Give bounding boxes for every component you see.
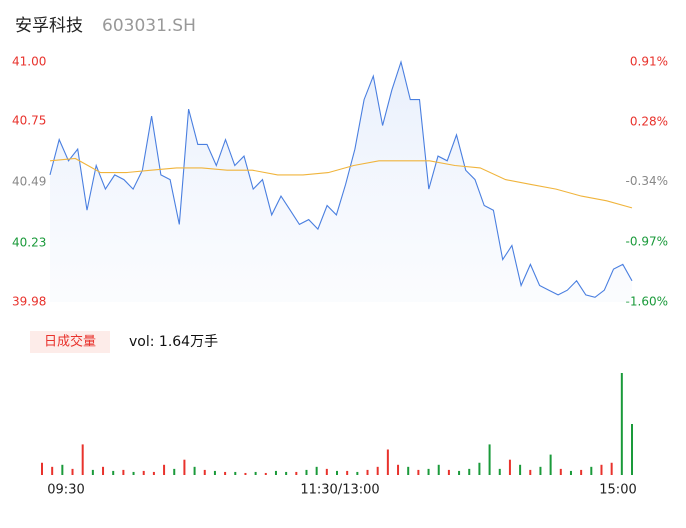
volume-bar <box>580 469 583 475</box>
volume-bar <box>407 466 410 475</box>
volume-bar <box>336 470 338 475</box>
volume-bar <box>519 464 522 475</box>
y2-tick-label: -0.34% <box>626 174 668 188</box>
volume-bar <box>325 468 328 475</box>
volume-bar <box>376 466 379 475</box>
x-tick-label: 09:30 <box>47 483 84 498</box>
volume-bar <box>183 459 186 475</box>
average-line <box>49 157 633 209</box>
volume-bar <box>112 470 115 475</box>
volume-bar <box>305 469 308 475</box>
volume-bar <box>244 472 247 475</box>
y2-tick-label: 0.91% <box>630 55 668 69</box>
volume-bar <box>437 464 440 475</box>
volume-bar <box>488 444 491 475</box>
volume-bar <box>152 471 155 475</box>
x-tick-label: 11:30/13:00 <box>300 483 379 498</box>
volume-bar <box>193 466 196 475</box>
volume-badge <box>30 331 110 353</box>
volume-bar <box>203 469 206 475</box>
volume-bar <box>71 468 74 475</box>
volume-bar <box>539 466 542 475</box>
volume-bar <box>264 472 267 475</box>
volume-bar <box>529 469 532 475</box>
volume-bar <box>356 471 359 475</box>
volume-bar <box>366 469 369 475</box>
y-tick-label: 39.98 <box>12 295 46 309</box>
volume-bar <box>122 469 125 475</box>
volume-bar <box>142 470 145 475</box>
y2-tick-label: -0.97% <box>626 234 668 248</box>
volume-bar <box>51 466 54 475</box>
y-tick-label: 40.23 <box>12 236 46 250</box>
volume-bar <box>447 469 450 475</box>
volume-bar <box>559 468 562 475</box>
title: 安孚科技 <box>15 16 83 36</box>
volume-bar <box>213 470 216 475</box>
y2-tick-label: -1.60% <box>626 295 668 309</box>
volume-bar <box>132 471 135 475</box>
volume-bar <box>224 471 227 475</box>
volume-label: 日成交量 <box>44 334 96 350</box>
volume-bar <box>620 373 623 475</box>
volume-bar <box>254 471 257 475</box>
volume-bar <box>315 466 318 475</box>
subtitle: 603031.SH <box>102 16 196 36</box>
volume-bar <box>91 469 94 475</box>
volume-bar <box>508 459 511 475</box>
volume-bar <box>478 462 481 475</box>
volume-bar <box>590 466 593 475</box>
price-area <box>50 62 632 302</box>
y-tick-label: 40.75 <box>12 113 46 127</box>
volume-bar <box>549 454 552 475</box>
volume-bar <box>173 468 176 475</box>
volume-bar <box>569 470 572 475</box>
volume-bar <box>498 468 501 475</box>
volume-bar <box>346 470 349 475</box>
volume-bar <box>285 471 288 475</box>
volume-bar <box>610 462 613 475</box>
volume-bar <box>234 471 237 475</box>
volume-bar <box>468 468 471 475</box>
volume-text: vol: 1.64万手 <box>129 334 218 350</box>
volume-bar <box>41 462 43 475</box>
volume-bar <box>417 469 420 475</box>
volume-bar <box>386 449 389 475</box>
y-tick-label: 41.00 <box>12 55 46 69</box>
volume-bar <box>81 444 84 475</box>
x-tick-label: 15:00 <box>599 483 636 498</box>
volume-bar <box>274 470 277 475</box>
volume-bar <box>102 466 105 475</box>
volume-bar <box>427 468 430 475</box>
volume-bar <box>458 470 461 475</box>
volume-bar <box>61 464 64 475</box>
volume-bar <box>397 464 400 475</box>
volume-bar <box>295 471 298 475</box>
price-line <box>49 60 633 298</box>
volume-bar <box>631 424 633 475</box>
y-tick-label: 40.49 <box>12 175 46 189</box>
volume-bar <box>163 464 166 475</box>
volume-bar <box>600 464 603 475</box>
y2-tick-label: 0.28% <box>630 115 668 129</box>
